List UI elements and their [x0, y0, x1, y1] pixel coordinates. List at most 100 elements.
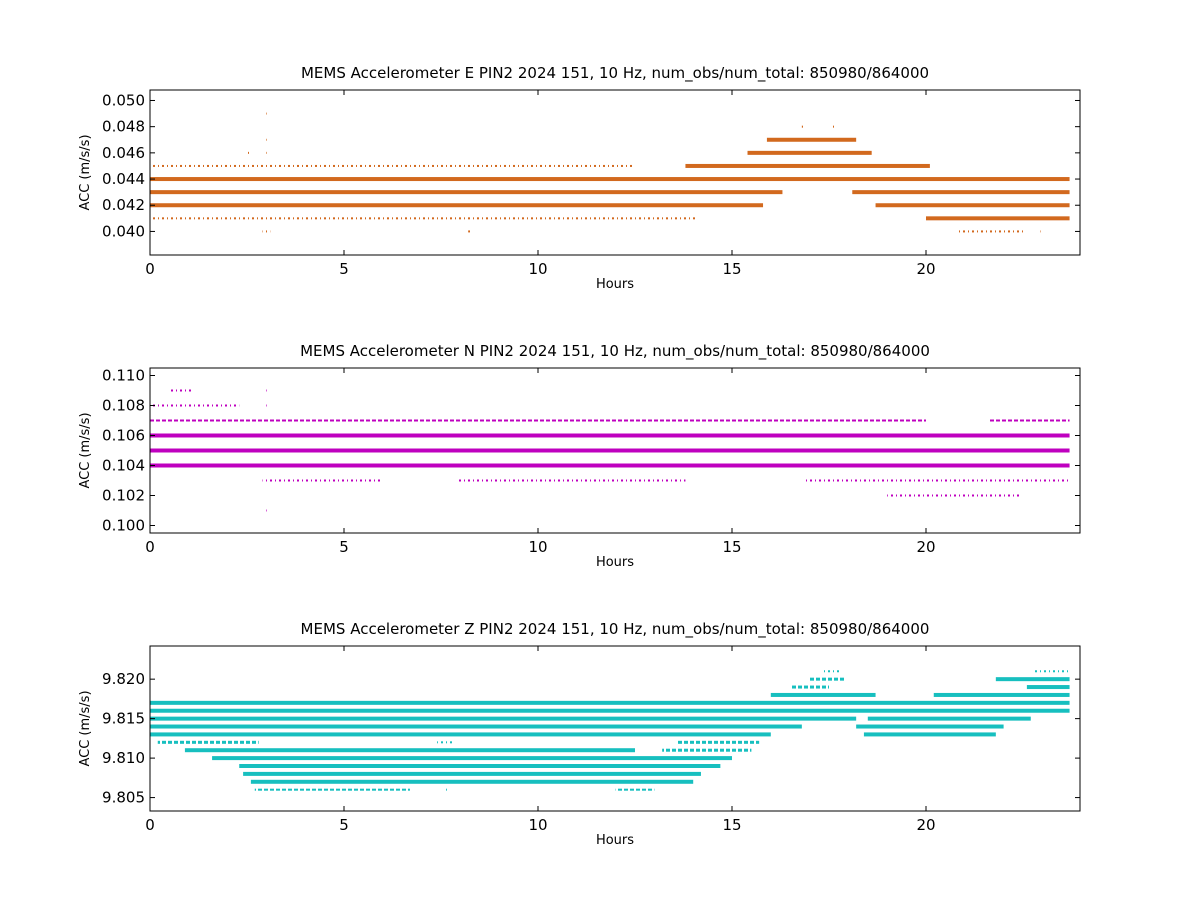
data-band [456, 479, 686, 482]
data-band [685, 163, 930, 168]
data-band [150, 404, 240, 407]
chart-title: MEMS Accelerometer N PIN2 2024 151, 10 H… [300, 342, 930, 361]
y-tick-label: 0.040 [102, 222, 145, 240]
data-band [266, 509, 269, 512]
data-series [150, 670, 1070, 791]
data-band [852, 190, 1070, 195]
data-band [150, 433, 1070, 438]
data-band [150, 190, 783, 195]
y-tick-label: 0.042 [102, 196, 145, 214]
x-tick-label: 20 [916, 538, 935, 556]
plot-frame [149, 89, 1081, 256]
data-band [150, 732, 771, 737]
data-band [809, 677, 845, 681]
data-band [150, 708, 1070, 713]
y-tick-label: 9.805 [102, 789, 145, 807]
plot-frame [149, 367, 1081, 534]
x-tick-label: 10 [528, 816, 547, 834]
data-band [468, 230, 471, 233]
data-band [266, 389, 269, 392]
data-band [863, 732, 996, 737]
data-band [150, 724, 802, 729]
data-band [150, 419, 926, 422]
y-axis-label: ACC (m/s/s) [78, 134, 93, 210]
data-band [1026, 685, 1070, 690]
data-band [254, 788, 410, 791]
data-band [1034, 670, 1070, 673]
x-tick-label: 0 [145, 538, 155, 556]
data-band [926, 216, 1070, 221]
x-tick-label: 5 [339, 538, 349, 556]
data-band [766, 137, 857, 142]
data-band [150, 463, 1070, 468]
data-band [184, 748, 636, 753]
data-series [150, 389, 1070, 512]
data-band [805, 479, 1070, 482]
data-band [875, 203, 1070, 208]
data-band [933, 692, 1070, 697]
data-band [169, 389, 193, 392]
y-tick-label: 0.110 [102, 367, 145, 385]
x-tick-label: 0 [145, 816, 155, 834]
data-band [266, 138, 269, 141]
data-band [262, 479, 383, 482]
data-band [790, 685, 829, 689]
data-band [867, 716, 1031, 721]
x-axis-label: Hours [596, 277, 634, 292]
y-tick-label: 0.046 [102, 144, 145, 162]
data-band [250, 779, 694, 784]
data-band [437, 741, 453, 744]
data-band [266, 151, 269, 154]
data-band [150, 448, 1070, 453]
data-band [266, 112, 269, 115]
data-band [150, 177, 1070, 182]
data-band [150, 217, 698, 220]
data-band [995, 677, 1070, 682]
y-tick-label: 9.820 [102, 670, 145, 688]
y-tick-label: 9.815 [102, 710, 145, 728]
chart-title: MEMS Accelerometer Z PIN2 2024 151, 10 H… [301, 620, 930, 639]
y-tick-label: 0.102 [102, 487, 145, 505]
data-band [770, 692, 876, 697]
data-band [801, 125, 804, 128]
y-axis-label: ACC (m/s/s) [78, 412, 93, 488]
data-band [262, 230, 271, 233]
data-band [1038, 230, 1041, 233]
y-axis-label: ACC (m/s/s) [78, 690, 93, 766]
x-tick-label: 5 [339, 260, 349, 278]
x-tick-label: 10 [528, 260, 547, 278]
data-band [239, 764, 721, 768]
x-tick-label: 0 [145, 260, 155, 278]
data-band [212, 756, 732, 761]
data-band [988, 419, 1070, 422]
y-tick-label: 0.048 [102, 118, 145, 136]
y-tick-label: 9.810 [102, 749, 145, 767]
data-band [150, 164, 635, 167]
data-band [821, 670, 841, 673]
x-tick-label: 15 [722, 260, 741, 278]
y-tick-label: 0.100 [102, 517, 145, 535]
x-tick-label: 20 [916, 816, 935, 834]
chart-panel-e: MEMS Accelerometer E PIN2 2024 151, 10 H… [78, 64, 1081, 292]
data-series [150, 112, 1070, 233]
y-tick-label: 0.104 [102, 457, 145, 475]
data-band [157, 740, 259, 744]
y-tick-label: 0.108 [102, 397, 145, 415]
y-tick-label: 0.050 [102, 91, 145, 109]
x-tick-label: 15 [722, 816, 741, 834]
data-band [266, 404, 269, 407]
data-band [150, 700, 1070, 705]
x-tick-label: 20 [916, 260, 935, 278]
data-band [615, 788, 655, 791]
data-band [444, 788, 447, 791]
x-tick-label: 15 [722, 538, 741, 556]
data-band [677, 740, 760, 744]
data-band [662, 748, 752, 752]
data-band [747, 150, 872, 155]
data-band [247, 151, 249, 154]
data-band [150, 716, 857, 721]
chart-panel-n: MEMS Accelerometer N PIN2 2024 151, 10 H… [78, 342, 1081, 570]
data-band [150, 203, 764, 208]
plot-frame [149, 645, 1081, 812]
